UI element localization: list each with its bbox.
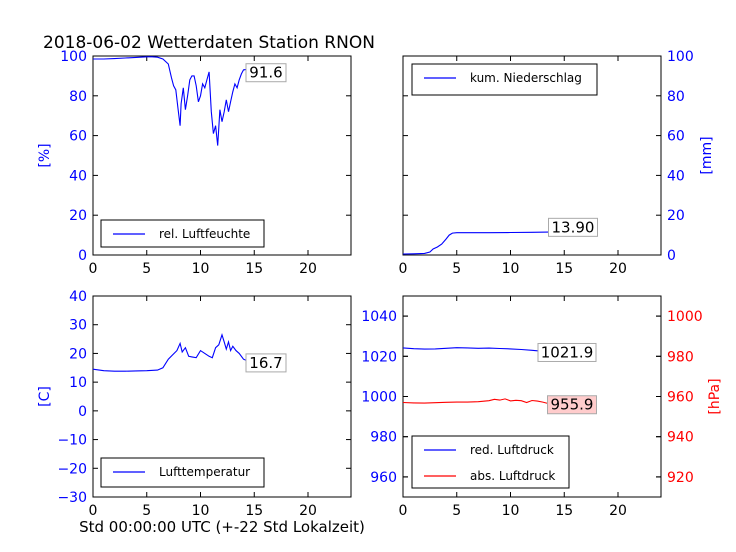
y-tick-label: 920: [667, 470, 694, 486]
plot-frame: [92, 295, 352, 498]
series-line-temperature-0: [92, 332, 282, 372]
legend-box: [411, 63, 598, 96]
x-tick-label: 20: [299, 261, 317, 277]
value-label: 91.6: [249, 64, 282, 82]
series-line-humidity-0: [93, 56, 282, 146]
value-label: 13.90: [552, 218, 595, 236]
plot-frame: [92, 55, 352, 256]
y-tick-label: 20: [667, 208, 685, 224]
panel-pressure: 0 5 10 15 20 960 980 1000 1020 1040 920 940 960 980 10…: [361, 295, 723, 519]
y-tick-label: 10: [69, 375, 87, 391]
y-tick-label: −20: [57, 461, 87, 477]
y-tick-label: 960: [667, 390, 694, 406]
value-label-box: [245, 63, 287, 83]
legend-temperature: Lufttemperatur: [100, 457, 265, 488]
value-label-red-luftdruck-box: [537, 342, 597, 362]
y-axis-label: [C]: [37, 386, 53, 407]
y-tick-label: 20: [69, 208, 87, 224]
y-tick-label: 1040: [361, 309, 397, 325]
y-tick-label: 0: [667, 248, 676, 264]
y-axis-label: [%]: [37, 143, 53, 167]
x-tick-label: 5: [452, 503, 461, 519]
y-tick-label: 40: [667, 168, 685, 184]
figure-xlabel: Std 00:00:00 UTC (+-22 Std Lokalzeit): [79, 518, 365, 536]
y-tick-label: 40: [69, 289, 87, 305]
legend-label: rel. Luftfeuchte: [159, 227, 250, 241]
y-tick-label: 0: [78, 404, 87, 420]
y-tick-label: 940: [667, 430, 694, 446]
x-tick-label: 0: [399, 503, 408, 519]
x-tick-label: 20: [609, 503, 627, 519]
legend-box: [411, 435, 570, 489]
legend-humidity: rel. Luftfeuchte: [100, 219, 265, 248]
figure-title: 2018-06-02 Wetterdaten Station RNON: [43, 33, 375, 53]
x-tick-label: 10: [502, 503, 520, 519]
x-tick-label: 10: [192, 503, 210, 519]
y-tick-label: −30: [57, 490, 87, 506]
y-tick-label: 40: [69, 168, 87, 184]
y-tick-label: 1000: [667, 309, 703, 325]
y-tick-label: 960: [370, 470, 397, 486]
x-tick-label: 20: [299, 503, 317, 519]
value-label-box: [548, 217, 598, 237]
value-label-abs-luftdruck: 955.9: [551, 396, 594, 414]
panel-precip: 0 5 10 15 20 0 20 40 60 80 100 [mm] 13.90 kum. Nieder…: [399, 49, 715, 277]
y-tick-label: 980: [370, 430, 397, 446]
x-tick-label: 15: [245, 503, 263, 519]
legend-box: [100, 219, 265, 248]
x-tick-label: 15: [555, 261, 573, 277]
value-label-box: [245, 353, 287, 373]
y-tick-label: 980: [667, 349, 694, 365]
y-tick-label: −10: [57, 433, 87, 449]
y-tick-label: 100: [60, 49, 87, 65]
y-tick-label: 0: [78, 248, 87, 264]
panel-humidity: 0 5 10 15 20 0 20 40 60 80 100 [%] 91.6 rel. Luftfeuc…: [37, 49, 352, 277]
value-label-abs-luftdruck-box: [547, 395, 597, 415]
value-label: 16.7: [249, 354, 282, 372]
y-axis-label-right: [hPa]: [707, 378, 723, 414]
x-tick-label: 5: [142, 261, 151, 277]
legend-label: kum. Niederschlag: [470, 71, 582, 85]
x-tick-label: 0: [89, 503, 98, 519]
legend-label: Lufttemperatur: [159, 465, 250, 479]
x-tick-label: 10: [192, 261, 210, 277]
y-tick-label: 100: [667, 49, 694, 65]
legend-precip: kum. Niederschlag: [411, 63, 598, 96]
y-tick-label: 1020: [361, 349, 397, 365]
x-tick-label: 15: [245, 261, 263, 277]
panel-temperature: 0 5 10 15 20 −30 −20 −10 0 10 20 30 40 [C] 16.7 Lufttem…: [37, 289, 352, 519]
x-tick-label: 0: [399, 261, 408, 277]
y-axis-label: [mm]: [699, 136, 715, 174]
y-tick-label: 60: [69, 129, 87, 145]
x-tick-label: 0: [89, 261, 98, 277]
y-tick-label: 20: [69, 346, 87, 362]
legend-label: abs. Luftdruck: [470, 469, 555, 483]
y-tick-label: 80: [667, 89, 685, 105]
x-tick-label: 5: [452, 261, 461, 277]
y-tick-label: 80: [69, 89, 87, 105]
legend-label: red. Luftdruck: [470, 443, 554, 457]
x-tick-label: 15: [555, 503, 573, 519]
x-tick-label: 5: [142, 503, 151, 519]
plot-frame: [402, 55, 662, 256]
x-tick-label: 20: [609, 261, 627, 277]
y-tick-label: 30: [69, 318, 87, 334]
y-tick-label: 1000: [361, 390, 397, 406]
x-tick-label: 10: [502, 261, 520, 277]
y-tick-label: 60: [667, 129, 685, 145]
value-label-red-luftdruck: 1021.9: [541, 343, 594, 361]
legend-pressure: red. Luftdruck abs. Luftdruck: [411, 435, 570, 489]
